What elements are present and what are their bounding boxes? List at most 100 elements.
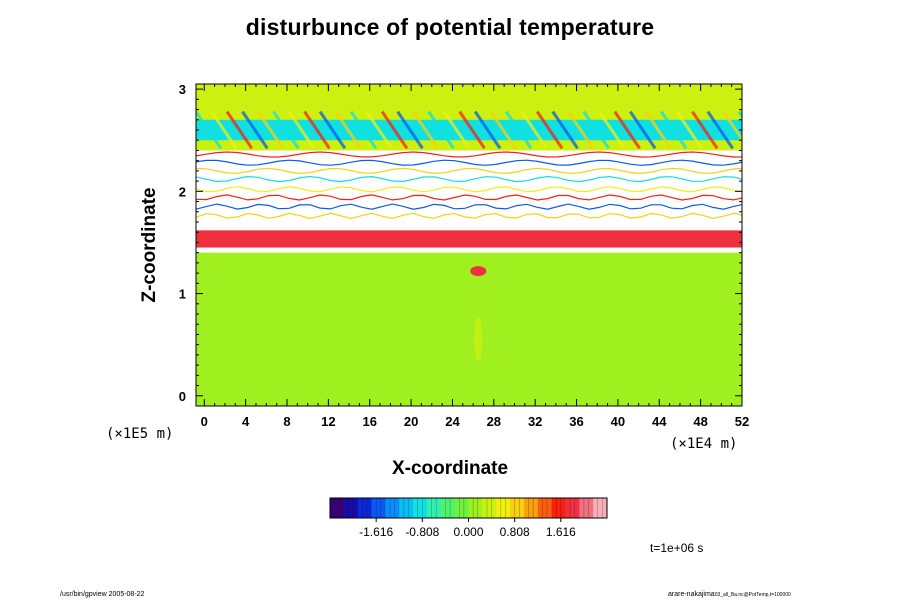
colorbar-swatch [330,498,345,518]
field-streak [396,110,424,150]
footer-command: /usr/bin/gpview 2005-08-22 [60,591,145,598]
x-tick-label: 44 [652,414,667,429]
colorbar-swatch [413,498,428,518]
colorbar-swatch [510,498,525,518]
footer-source: arare-nakajima03_all_Ba.nc@PotTemp,t=100… [668,591,791,598]
colorbar-swatch [537,498,552,518]
colorbar-swatch [496,498,511,518]
x-tick-label: 52 [735,414,749,429]
time-label: t=1e+06 s [650,541,704,555]
field-streak [629,110,657,150]
colorbar-tick-label: -1.616 [359,525,393,539]
y-tick-label: 1 [179,287,186,302]
footer-source-sub: 03_all_Ba.nc@PotTemp,t=100000 [714,592,791,598]
field-streak [691,110,719,150]
field-streak [241,110,269,150]
colorbar-swatch [357,498,372,518]
field-band-0 [196,293,742,406]
field-streak [706,110,734,150]
x-axis: 0 4 8 12 16 20 24 28 32 36 40 44 48 52 [201,84,749,429]
field-contour [196,175,742,183]
field-band-2 [196,230,742,248]
field-band-5 [196,119,742,141]
y-tick-label: 2 [179,184,186,199]
colorbar-swatch [440,498,456,518]
x-tick-label: 36 [569,414,583,429]
field-streak [536,110,564,150]
field-streak [520,110,548,150]
field-streak [196,110,223,150]
field-streak [504,110,533,150]
x-tick-label: 0 [201,414,208,429]
y-axis-label: Z-coordinate [139,187,160,303]
colorbar-swatch [579,498,594,518]
x-tick-label: 4 [242,414,250,429]
field-streak [272,110,300,150]
field-streak [473,110,502,150]
field-streak [660,110,688,150]
x-tick-label: 8 [283,414,290,429]
z-unit-label: (×1E5 m) [106,426,174,442]
field-streak [675,110,703,150]
field-streak [411,110,440,150]
field-streak [225,110,254,150]
field-streak [567,110,595,150]
y-tick-label: 3 [179,82,186,97]
x-tick-label: 40 [611,414,625,429]
x-tick-label: 24 [445,414,460,429]
field-contour [196,212,742,220]
field-white-gap [196,222,742,231]
field-warm-blob [470,266,487,277]
field-streak [598,110,626,150]
footer-source-main: arare-nakajima [668,591,715,598]
chart-title: disturbunce of potential temperature [245,14,655,40]
field-streak [737,110,742,119]
colorbar-tick-label: 1.616 [546,525,576,539]
colorbar-swatch [593,498,608,518]
colorbar-swatch [565,498,580,518]
field-streak [256,110,285,150]
x-unit-label: (×1E4 m) [670,436,738,452]
colorbar-swatch [371,498,386,518]
y-tick-label: 0 [179,389,186,404]
field-streak [365,110,393,150]
field-streak [334,110,362,150]
field-streak [427,110,455,150]
x-tick-label: 12 [321,414,335,429]
field-streak [613,110,641,150]
field-streak [644,110,672,150]
colorbar: -1.616 -0.808 0.000 0.808 1.616 [329,497,608,539]
field-streak [210,110,238,150]
colorbar-swatch [482,498,497,518]
field-contour [196,151,742,158]
field-contour [196,194,742,201]
field-streak [551,110,579,150]
field-contour [196,167,742,175]
colorbar-swatch [454,498,469,518]
colorbar-swatch [399,498,414,518]
field-streak [380,110,409,150]
field-streak [442,110,471,150]
field-heatmap [196,84,742,406]
field-streak [722,110,742,142]
x-axis-label: X-coordinate [391,458,509,479]
colorbar-tick-label: 0.808 [500,525,530,539]
colorbar-swatch [385,498,400,518]
field-contour [196,186,742,193]
field-contour [196,203,742,210]
field-streak [458,110,486,150]
field-streak [303,110,331,150]
field-plume [474,317,483,362]
field-streak [582,110,610,150]
colorbar-tick-label: -0.808 [405,525,439,539]
field-streak [489,110,517,150]
plot-frame [195,83,743,407]
field-streak [287,110,316,150]
colorbar-tick-label: 0.000 [453,525,483,539]
x-tick-label: 48 [693,414,707,429]
field-band-6 [196,84,742,110]
colorbar-swatch [551,498,566,518]
colorbar-swatch [426,498,442,518]
x-tick-label: 32 [528,414,542,429]
